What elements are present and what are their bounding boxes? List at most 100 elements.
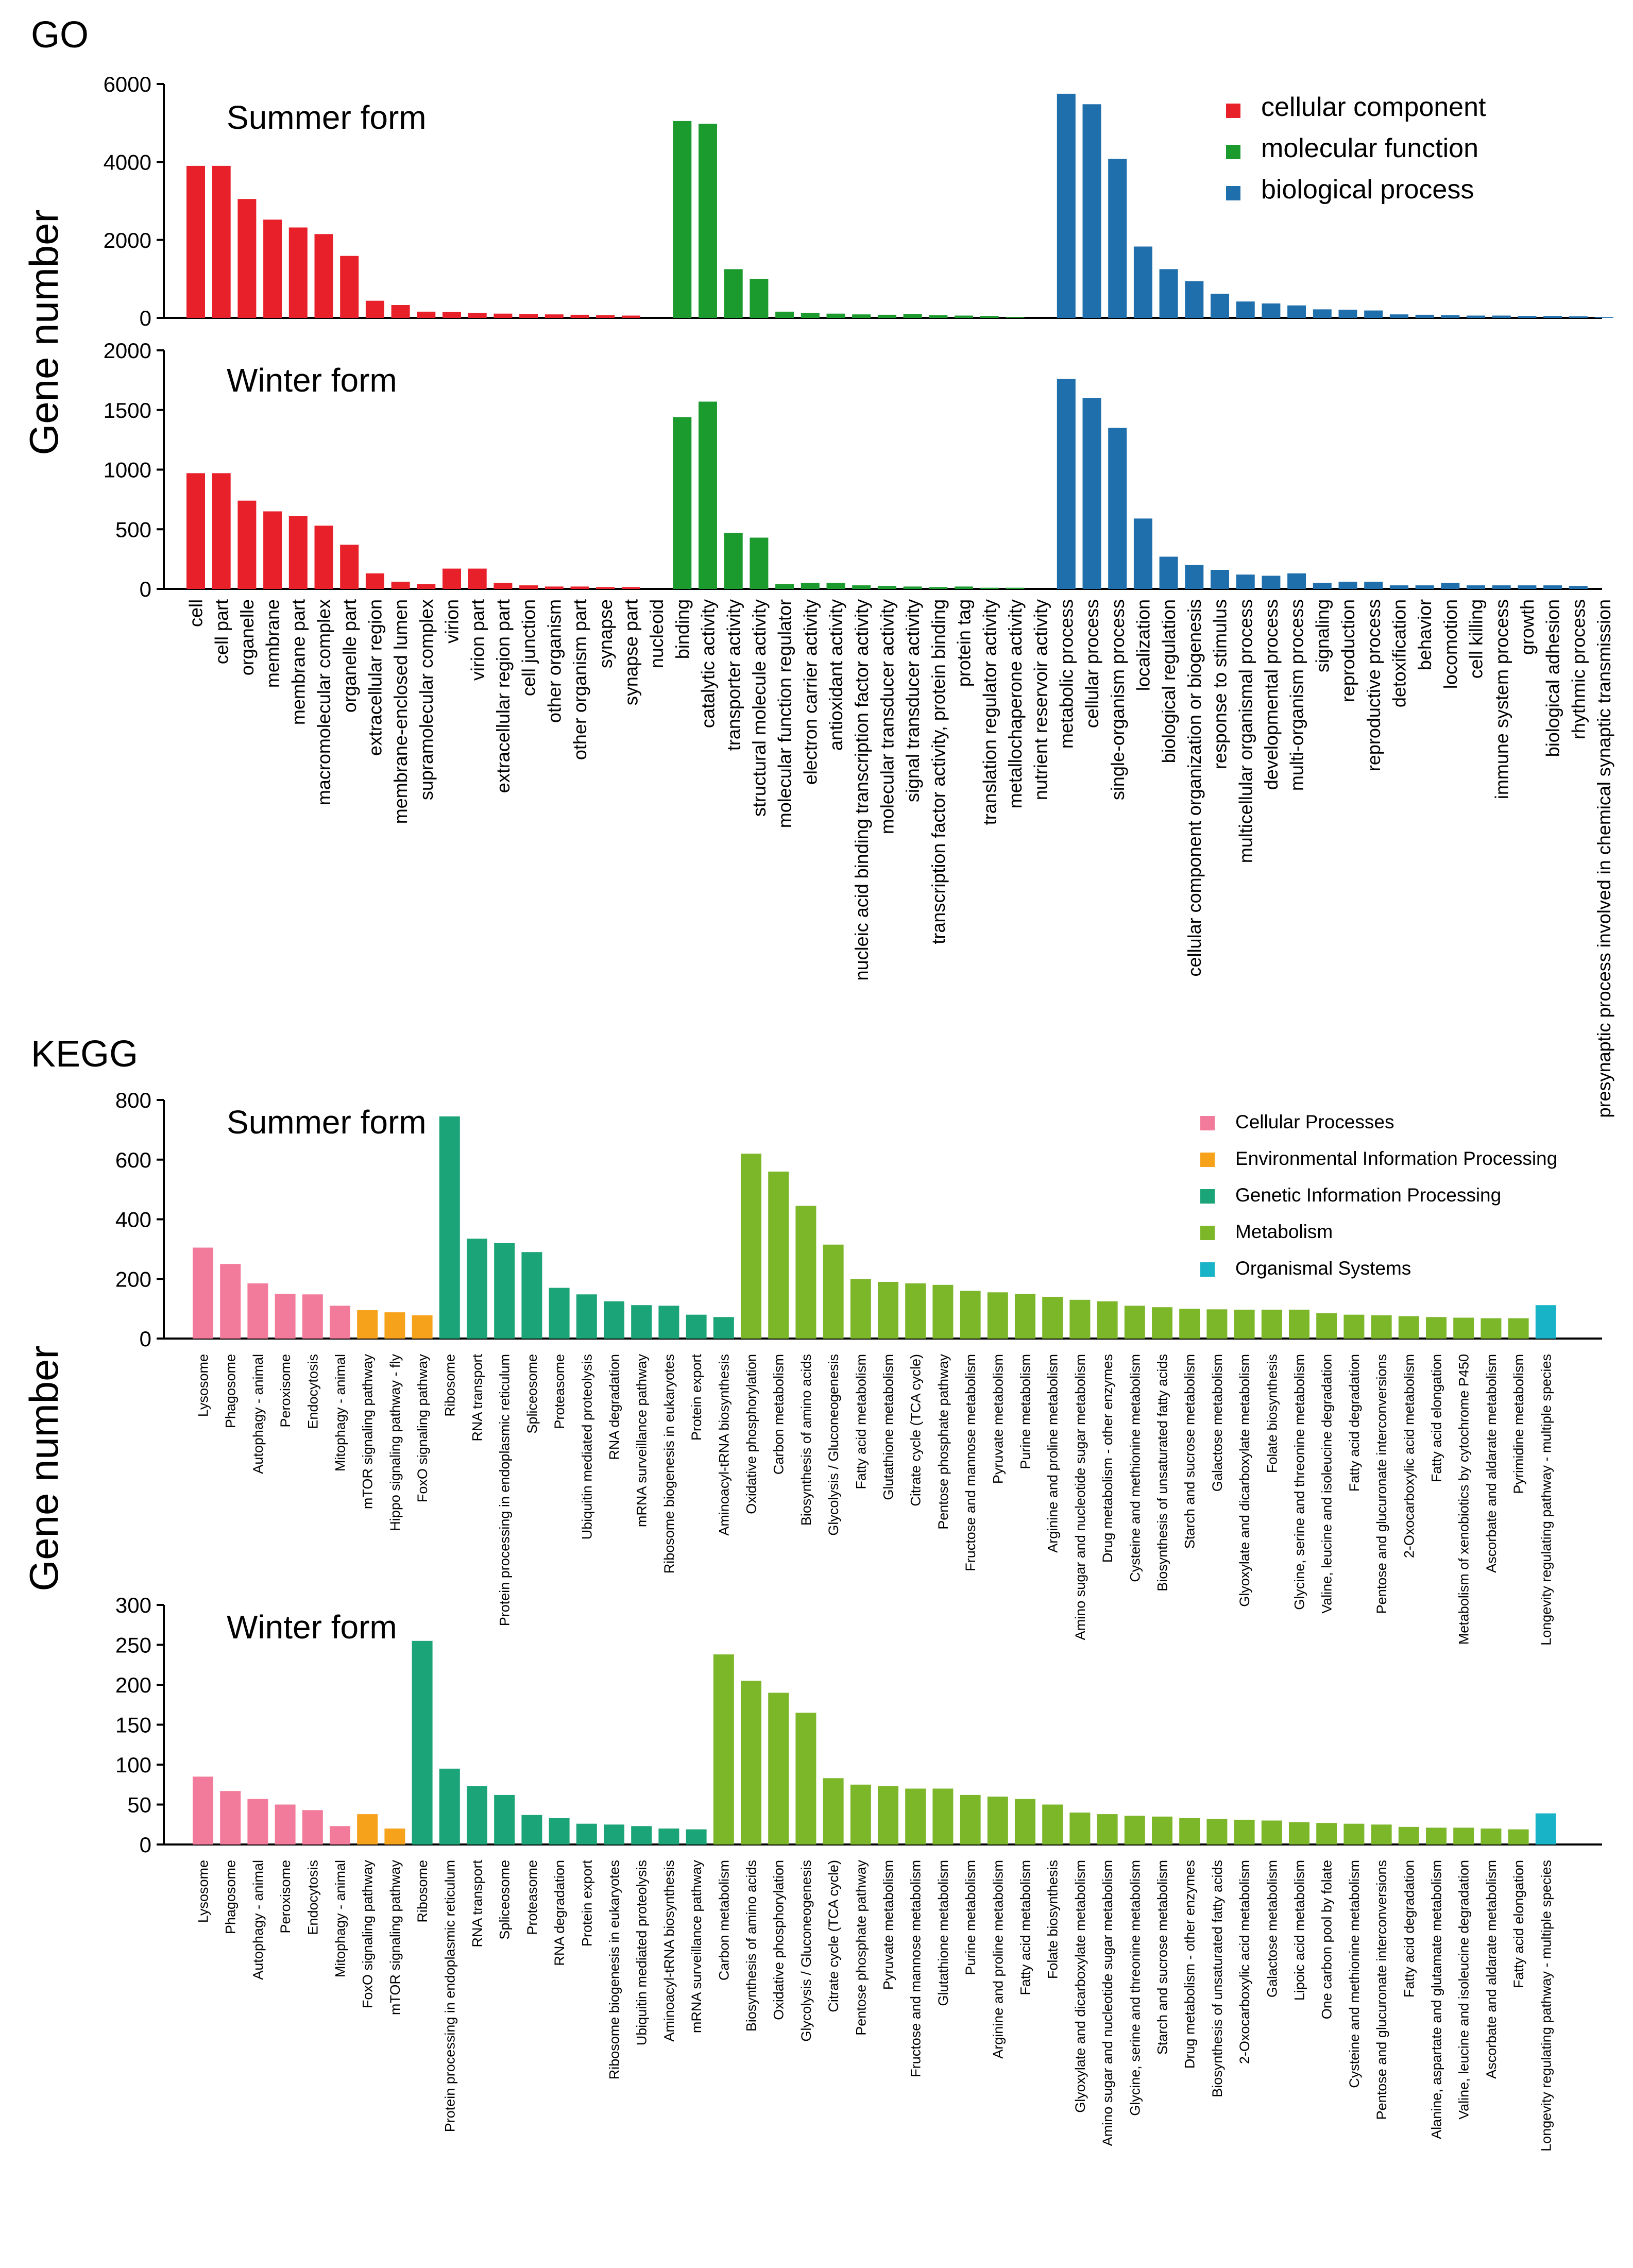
bar [519, 314, 538, 318]
bar [439, 1768, 460, 1845]
bar [1179, 1818, 1200, 1844]
bar [1236, 574, 1255, 589]
bar [1152, 1816, 1172, 1845]
x-tick-label: response to stimulus [1210, 599, 1231, 769]
x-tick-label: Arginine and proline metabolism [990, 1860, 1006, 2059]
bar [955, 315, 973, 318]
x-tick-label: Ubiquitin mediated proteolysis [634, 1860, 650, 2045]
bar [549, 1288, 570, 1339]
bar [275, 1804, 296, 1844]
bar [1535, 1305, 1556, 1339]
bar [443, 312, 461, 318]
bar [1508, 1829, 1529, 1844]
bar [247, 1799, 268, 1844]
bar [658, 1306, 679, 1339]
bar [417, 311, 436, 318]
bar [1042, 1297, 1063, 1339]
bar [1057, 93, 1076, 318]
bar [1015, 1799, 1035, 1844]
x-tick-label: Fructose and mannose metabolism [908, 1860, 924, 2077]
x-tick-label: extracellular region part [492, 599, 514, 793]
x-tick-label: 2-Oxocarboxylic acid metabolism [1401, 1354, 1417, 1558]
x-tick-label: Drug metabolism - other enzymes [1182, 1860, 1198, 2069]
bar [193, 1247, 213, 1339]
legend-entry: cellular component [1261, 92, 1486, 122]
bar [673, 417, 692, 589]
bar [1398, 1826, 1419, 1844]
x-tick-label: RNA degradation [552, 1860, 567, 1966]
go-summer-chart: Summer form 0 2000 4000 6000 cellular compone… [104, 72, 1613, 330]
x-tick-label: mRNA surveillance pathway [634, 1354, 650, 1528]
legend-swatch [1200, 1116, 1215, 1130]
x-tick-label: Galactose metabolism [1210, 1354, 1225, 1492]
bar [741, 1154, 761, 1339]
x-tick-label: transporter activity [723, 599, 744, 751]
bar [1371, 1824, 1392, 1845]
bar [1492, 585, 1511, 589]
x-tick-label: Ascorbate and aldarate metabolism [1484, 1354, 1499, 1573]
x-tick-label: multi-organism process [1286, 599, 1307, 791]
x-tick-label: Pentose phosphate pathway [935, 1354, 951, 1530]
bar [1453, 1827, 1474, 1844]
x-tick-label: extracellular region [365, 599, 386, 756]
bar [1069, 1299, 1091, 1339]
bar [987, 1797, 1008, 1844]
x-tick-label: RNA transport [470, 1354, 485, 1442]
bar [852, 585, 871, 589]
x-tick-label: Longevity regulating pathway - multiple … [1538, 1354, 1554, 1646]
y-tick-label: 200 [115, 1267, 151, 1291]
bar [570, 586, 589, 589]
bar [596, 587, 615, 589]
x-tick-label: RNA transport [470, 1860, 485, 1948]
legend-swatch [1200, 1262, 1215, 1277]
bar [903, 586, 922, 589]
x-tick-label: Amino sugar and nucleotide sugar metabol… [1100, 1860, 1115, 2146]
bar [903, 314, 922, 318]
bar [658, 1829, 679, 1844]
x-tick-label: Fatty acid elongation [1428, 1354, 1444, 1482]
bar [1287, 305, 1306, 318]
bar [1234, 1309, 1255, 1339]
x-tick-label: locomotion [1440, 599, 1461, 689]
x-tick-label: Carbon metabolism [716, 1860, 732, 1981]
bar [1316, 1823, 1337, 1844]
bar [768, 1171, 789, 1339]
bar [1261, 1820, 1282, 1844]
x-tick-label: Pyrimidine metabolism [1511, 1354, 1526, 1494]
bar [1159, 556, 1178, 589]
bar [468, 568, 487, 589]
bar [365, 573, 384, 589]
bar [220, 1791, 241, 1844]
x-tick-label: Peroxisome [278, 1354, 293, 1428]
x-tick-label: transcription factor activity, protein b… [928, 599, 949, 944]
legend-swatch [1226, 186, 1240, 200]
x-tick-label: organelle [236, 599, 258, 675]
legend-entry: Metabolism [1235, 1221, 1333, 1242]
bar [186, 473, 205, 589]
bar [1185, 281, 1204, 318]
bar [1415, 585, 1434, 589]
y-tick-label: 2000 [104, 338, 151, 363]
bar [357, 1814, 378, 1844]
x-tick-label: Carbon metabolism [771, 1354, 787, 1475]
x-tick-label: structural molecule activity [749, 599, 770, 817]
bar [302, 1810, 323, 1844]
legend-swatch [1200, 1153, 1215, 1167]
bar [1543, 585, 1562, 589]
bar [631, 1826, 652, 1844]
y-tick-label: 250 [115, 1633, 151, 1657]
x-tick-label: signal transducer activity [902, 599, 923, 802]
y-tick-label: 4000 [104, 150, 151, 174]
x-tick-label: cellular component organization or bioge… [1184, 599, 1205, 976]
bar [1206, 1819, 1228, 1844]
bar [1492, 315, 1511, 318]
bar [795, 1713, 816, 1845]
x-tick-label: Glyoxylate and dicarboxylate metabolism [1073, 1860, 1088, 2113]
go-section-label: GO [31, 14, 89, 56]
x-tick-label: FoxO signaling pathway [415, 1354, 430, 1503]
x-tick-label: Autophagy - animal [250, 1860, 266, 1980]
bar [1124, 1816, 1145, 1844]
bar [850, 1279, 871, 1339]
x-tick-label: Fatty acid metabolism [1018, 1860, 1033, 1995]
